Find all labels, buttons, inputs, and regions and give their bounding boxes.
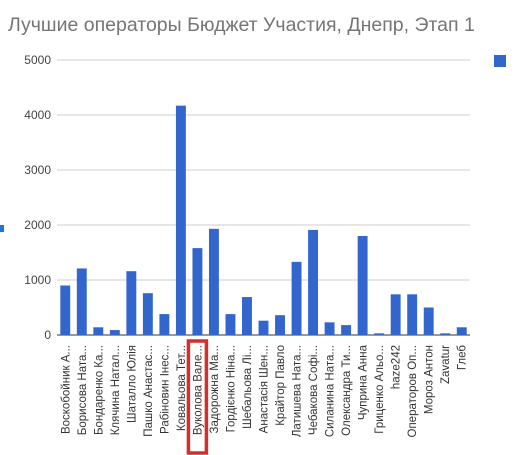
highlight-layer bbox=[186, 339, 209, 455]
x-tick-label: Олександра Ти... bbox=[341, 345, 353, 436]
bar bbox=[142, 293, 153, 335]
bar bbox=[60, 285, 71, 335]
bar bbox=[390, 294, 401, 335]
x-tick-label: Операторов Оп... bbox=[407, 345, 419, 438]
bar bbox=[192, 248, 203, 335]
x-tick-label: Крайтор Павло bbox=[275, 345, 287, 426]
x-tick-label: Рабіновин Інес... bbox=[159, 345, 171, 434]
bar bbox=[175, 105, 186, 336]
chart-title: Лучшие операторы Бюджет Участия, Днепр, … bbox=[8, 14, 475, 36]
x-tick-label: Ковальова Тет... bbox=[176, 345, 188, 431]
bar bbox=[308, 229, 319, 335]
x-tick-label: Воскобойник А... bbox=[60, 345, 72, 434]
x-tick-label: Мороз Антон bbox=[424, 345, 436, 414]
bar bbox=[275, 315, 285, 335]
bar bbox=[341, 325, 352, 335]
bar bbox=[242, 297, 252, 335]
x-tick-label: Гордієнко Ніна... bbox=[225, 345, 237, 432]
y-tick-label: 1000 bbox=[24, 273, 51, 287]
bar bbox=[126, 271, 137, 335]
bar bbox=[258, 320, 269, 335]
x-tick-label: Чебакова Софі... bbox=[308, 345, 320, 435]
bar bbox=[456, 327, 467, 335]
x-tick-label: Глеб bbox=[457, 345, 469, 371]
x-tick-label: Анастасія Шен... bbox=[259, 345, 271, 433]
x-tick-label: Гриценко Альо... bbox=[374, 345, 386, 434]
x-tick-label: Вуколова Вале... bbox=[192, 345, 204, 435]
x-tick-label: Клячина Натал... bbox=[110, 345, 122, 435]
bar bbox=[159, 314, 170, 335]
bar bbox=[423, 307, 434, 335]
y-tick-label: 5000 bbox=[24, 53, 51, 67]
bar bbox=[208, 228, 219, 335]
left-edge-marker bbox=[0, 225, 4, 232]
bars bbox=[60, 105, 467, 336]
bar bbox=[291, 261, 302, 335]
bar bbox=[76, 268, 87, 335]
x-tick-label: Zavatur bbox=[440, 345, 452, 384]
x-axis-category-labels: Воскобойник А... Борисова Ната... Бондарен… bbox=[60, 344, 468, 437]
bar bbox=[225, 314, 236, 335]
x-tick-label: Задорожна Ма... bbox=[209, 345, 221, 433]
bar bbox=[407, 294, 418, 335]
bar bbox=[440, 333, 451, 335]
x-tick-label: Шаталло Юлія bbox=[126, 345, 138, 423]
bar bbox=[324, 322, 335, 335]
bar bbox=[374, 333, 385, 335]
bar bbox=[357, 236, 368, 335]
y-tick-label: 0 bbox=[44, 328, 51, 342]
legend-swatch bbox=[494, 55, 506, 67]
bar bbox=[93, 327, 104, 335]
x-tick-label: haze242 bbox=[391, 345, 403, 389]
y-axis-ticks: 0 1000 2000 3000 4000 5000 bbox=[24, 53, 51, 342]
y-tick-label: 4000 bbox=[24, 108, 51, 122]
bar bbox=[109, 330, 120, 335]
y-tick-label: 2000 bbox=[24, 218, 51, 232]
x-tick-label: Чуприна Анна bbox=[358, 344, 370, 420]
x-tick-label: Борисова Ната... bbox=[77, 345, 89, 435]
x-tick-label: Пашко Анастас... bbox=[143, 345, 155, 437]
x-tick-label: Бондаренко Ка... bbox=[93, 345, 105, 435]
x-tick-label: Силанина Ната... bbox=[325, 345, 337, 437]
y-tick-label: 3000 bbox=[24, 163, 51, 177]
highlight-box bbox=[186, 339, 209, 455]
gridlines bbox=[57, 59, 470, 336]
x-tick-label: Шебальова Лі... bbox=[242, 345, 254, 429]
x-tick-label: Латишева Ната... bbox=[292, 345, 304, 437]
